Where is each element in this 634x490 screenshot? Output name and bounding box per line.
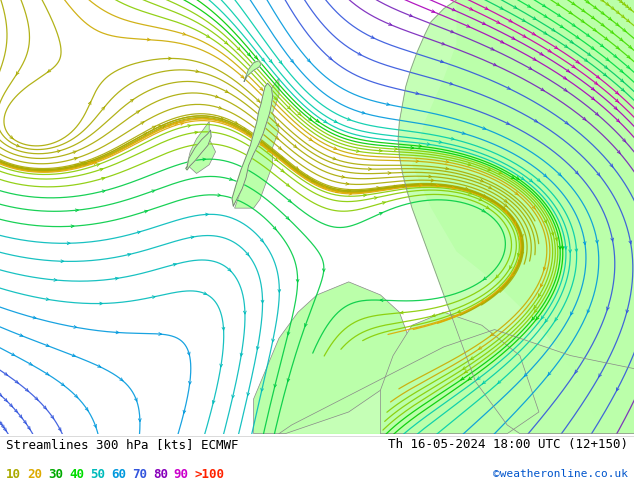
- Text: 90: 90: [174, 468, 189, 481]
- Text: Th 16-05-2024 18:00 UTC (12+150): Th 16-05-2024 18:00 UTC (12+150): [387, 439, 628, 451]
- Polygon shape: [398, 0, 634, 434]
- Polygon shape: [186, 130, 211, 170]
- Text: 70: 70: [132, 468, 147, 481]
- Text: 60: 60: [111, 468, 126, 481]
- Polygon shape: [380, 312, 539, 434]
- Text: 10: 10: [6, 468, 22, 481]
- Polygon shape: [412, 0, 634, 434]
- Text: >100: >100: [195, 468, 224, 481]
- Polygon shape: [232, 83, 273, 206]
- Text: 20: 20: [27, 468, 42, 481]
- Polygon shape: [244, 61, 261, 81]
- Polygon shape: [235, 78, 279, 208]
- Polygon shape: [279, 330, 634, 434]
- Polygon shape: [187, 122, 216, 173]
- Text: Streamlines 300 hPa [kts] ECMWF: Streamlines 300 hPa [kts] ECMWF: [6, 439, 239, 451]
- Text: 50: 50: [90, 468, 105, 481]
- Text: 80: 80: [153, 468, 168, 481]
- Polygon shape: [520, 0, 634, 96]
- Text: ©weatheronline.co.uk: ©weatheronline.co.uk: [493, 469, 628, 479]
- Polygon shape: [254, 282, 412, 434]
- Text: 40: 40: [69, 468, 84, 481]
- Text: 30: 30: [48, 468, 63, 481]
